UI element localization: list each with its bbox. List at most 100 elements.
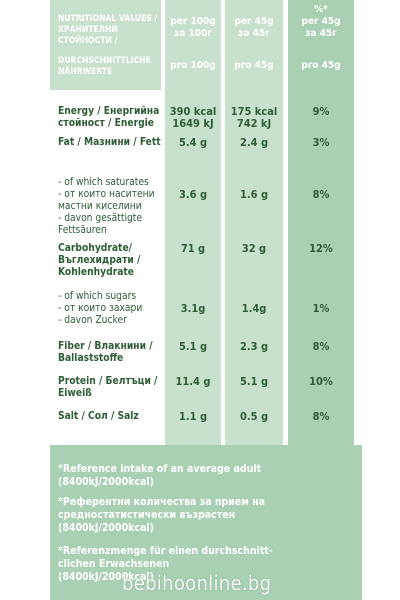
note-line: *Референтни количества за прием на (58, 496, 266, 508)
value-line: 0.5 g (239, 410, 269, 423)
nutrition-label: NUTRITIONAL VALUES / ХРАНИТЕЛНИ СТОЙНОСТ… (50, 0, 362, 600)
value-per-45g: 2.3 g (225, 341, 283, 353)
value-line: 8% (312, 340, 330, 353)
nutrient-label-line: Protein / Белтъци / (58, 376, 158, 387)
value-line: 11.4 g (175, 375, 211, 388)
value-line: 12% (309, 242, 333, 255)
value-percent: 12% (288, 243, 354, 255)
note-line: *Referenzmenge für einen durchschnitt- (58, 545, 273, 557)
value-per-100g: 3.1g (165, 303, 221, 315)
note-line: clichen Erwachsenen (58, 558, 170, 570)
value-per-45g: 175 kcal 742 kJ (225, 106, 283, 130)
header-label-background (50, 0, 161, 90)
value-line: 5.1 g (178, 340, 208, 353)
nutrient-label-line: мастни киселини (58, 201, 142, 212)
value-line: 2.3 g (239, 340, 269, 353)
nutrient-label-line: - of which sugars (58, 291, 137, 302)
header-nutritional-values: NUTRITIONAL VALUES / ХРАНИТЕЛНИ СТОЙНОСТ… (58, 14, 160, 78)
nutrient-label-line: Energy / Енергийна (58, 106, 160, 117)
note-line: (8400kJ/2000kcal) (58, 571, 154, 583)
header-col-line: за 100г (174, 28, 212, 39)
value-percent: 8% (288, 189, 354, 201)
value-line: 1% (312, 302, 330, 315)
header-per-100g: per 100g за 100г pro 100g (165, 16, 221, 72)
value-line: 1649 kJ (172, 117, 214, 130)
header-label-line: NÄHRWERTE (58, 67, 113, 77)
column-per-100g-background (165, 0, 221, 445)
value-percent: 3% (288, 137, 354, 149)
nutrient-label-line: - от които наситени (58, 189, 155, 200)
value-line: 1.4g (241, 302, 267, 315)
nutrient-label: Carbohydrate/Въглехидрати / Kohlenhydrate (58, 243, 166, 279)
reference-intake-footer: *Reference intake of an average adult (8… (50, 445, 362, 600)
nutrient-label: - of which saturates - от които наситени … (58, 177, 166, 237)
nutrient-label: Salt / Сол / Salz (58, 411, 166, 423)
watermark: bebihoonline.bg (122, 571, 272, 595)
nutrient-label-line: - от които захари (58, 303, 143, 314)
nutrient-label: Fat / Мазнини / Fett (58, 137, 166, 149)
value-line: 2.4 g (239, 136, 269, 149)
nutrient-label-line: Ballaststoffe (58, 353, 124, 364)
value-line: 32 g (241, 242, 267, 255)
value-line: 5.4 g (178, 136, 208, 149)
reference-note-bg: *Референтни количества за прием на средн… (58, 496, 358, 535)
value-line: 3% (312, 136, 330, 149)
value-per-100g: 5.1 g (165, 341, 221, 353)
column-percent-background (288, 0, 354, 445)
value-percent: 9% (288, 106, 354, 118)
reference-note-en: *Reference intake of an average adult (8… (58, 463, 358, 489)
note-line: (8400kJ/2000kcal) (58, 522, 154, 534)
value-per-45g: 5.1 g (225, 376, 283, 388)
nutrient-label-line: Fat / Мазнини / Fett (58, 137, 161, 148)
value-line: 3.1g (180, 302, 206, 315)
nutrient-label: Energy / Енергийна стойност / Energie (58, 106, 166, 130)
value-per-45g: 32 g (225, 243, 283, 255)
value-per-100g: 71 g (165, 243, 221, 255)
value-line: 8% (312, 410, 330, 423)
nutrient-label-line: - of which saturates (58, 177, 149, 188)
value-percent: 8% (288, 411, 354, 423)
header-col-line: per 45g (301, 16, 341, 27)
nutrient-label-line: Salt / Сол / Salz (58, 411, 139, 422)
value-line: 9% (312, 105, 330, 118)
header-col-line: за 45г (305, 28, 337, 39)
nutrient-label-line: Fettsäuren (58, 225, 107, 236)
header-label-line: NUTRITIONAL VALUES / (58, 14, 158, 24)
nutrient-label-line: Kohlenhydrate (58, 267, 134, 278)
value-line: 71 g (180, 242, 206, 255)
nutrient-label: Fiber / Влакнини / Ballaststoffe (58, 341, 166, 365)
value-per-45g: 0.5 g (225, 411, 283, 423)
value-line: 390 kcal (169, 105, 217, 118)
value-percent: 8% (288, 341, 354, 353)
note-line: *Reference intake of an average adult (58, 463, 262, 475)
value-line: 3.6 g (178, 188, 208, 201)
header-col-line: per 45g (234, 16, 274, 27)
reference-note-de: *Referenzmenge für einen durchschnitt- c… (58, 545, 358, 584)
value-percent: 10% (288, 376, 354, 388)
header-label-line: DURCHSCHNITTLICHE (58, 56, 151, 66)
nutrient-label-line: - davon Zucker (58, 315, 127, 326)
value-percent: 1% (288, 303, 354, 315)
value-per-100g: 3.6 g (165, 189, 221, 201)
value-per-100g: 11.4 g (165, 376, 221, 388)
header-label-line: ХРАНИТЕЛНИ (58, 25, 118, 35)
value-per-45g: 1.6 g (225, 189, 283, 201)
nutrient-label-line: - davon gesättigte (58, 213, 143, 224)
nutrient-label-line: Carbohydrate/ (58, 243, 133, 254)
header-col-line: за 45г (238, 28, 270, 39)
header-col-line: pro 45g (234, 60, 274, 71)
value-per-100g: 1.1 g (165, 411, 221, 423)
value-per-45g: 1.4g (225, 303, 283, 315)
nutrient-label: Protein / Белтъци / Eiweiß (58, 376, 166, 400)
note-line: средностатистически възрастен (58, 509, 236, 521)
header-percent: %* per 45g за 45г pro 45g (288, 4, 354, 72)
nutrient-label-line: Въглехидрати / (58, 255, 141, 266)
header-col-line: pro 100g (170, 60, 216, 71)
nutrient-label-line: Eiweiß (58, 388, 92, 399)
value-per-100g: 390 kcal 1649 kJ (165, 106, 221, 130)
value-line: 175 kcal (230, 105, 278, 118)
value-line: 10% (309, 375, 333, 388)
header-col-line: per 100g (170, 16, 216, 27)
header-per-45g: per 45g за 45г pro 45g (225, 16, 283, 72)
value-per-45g: 2.4 g (225, 137, 283, 149)
